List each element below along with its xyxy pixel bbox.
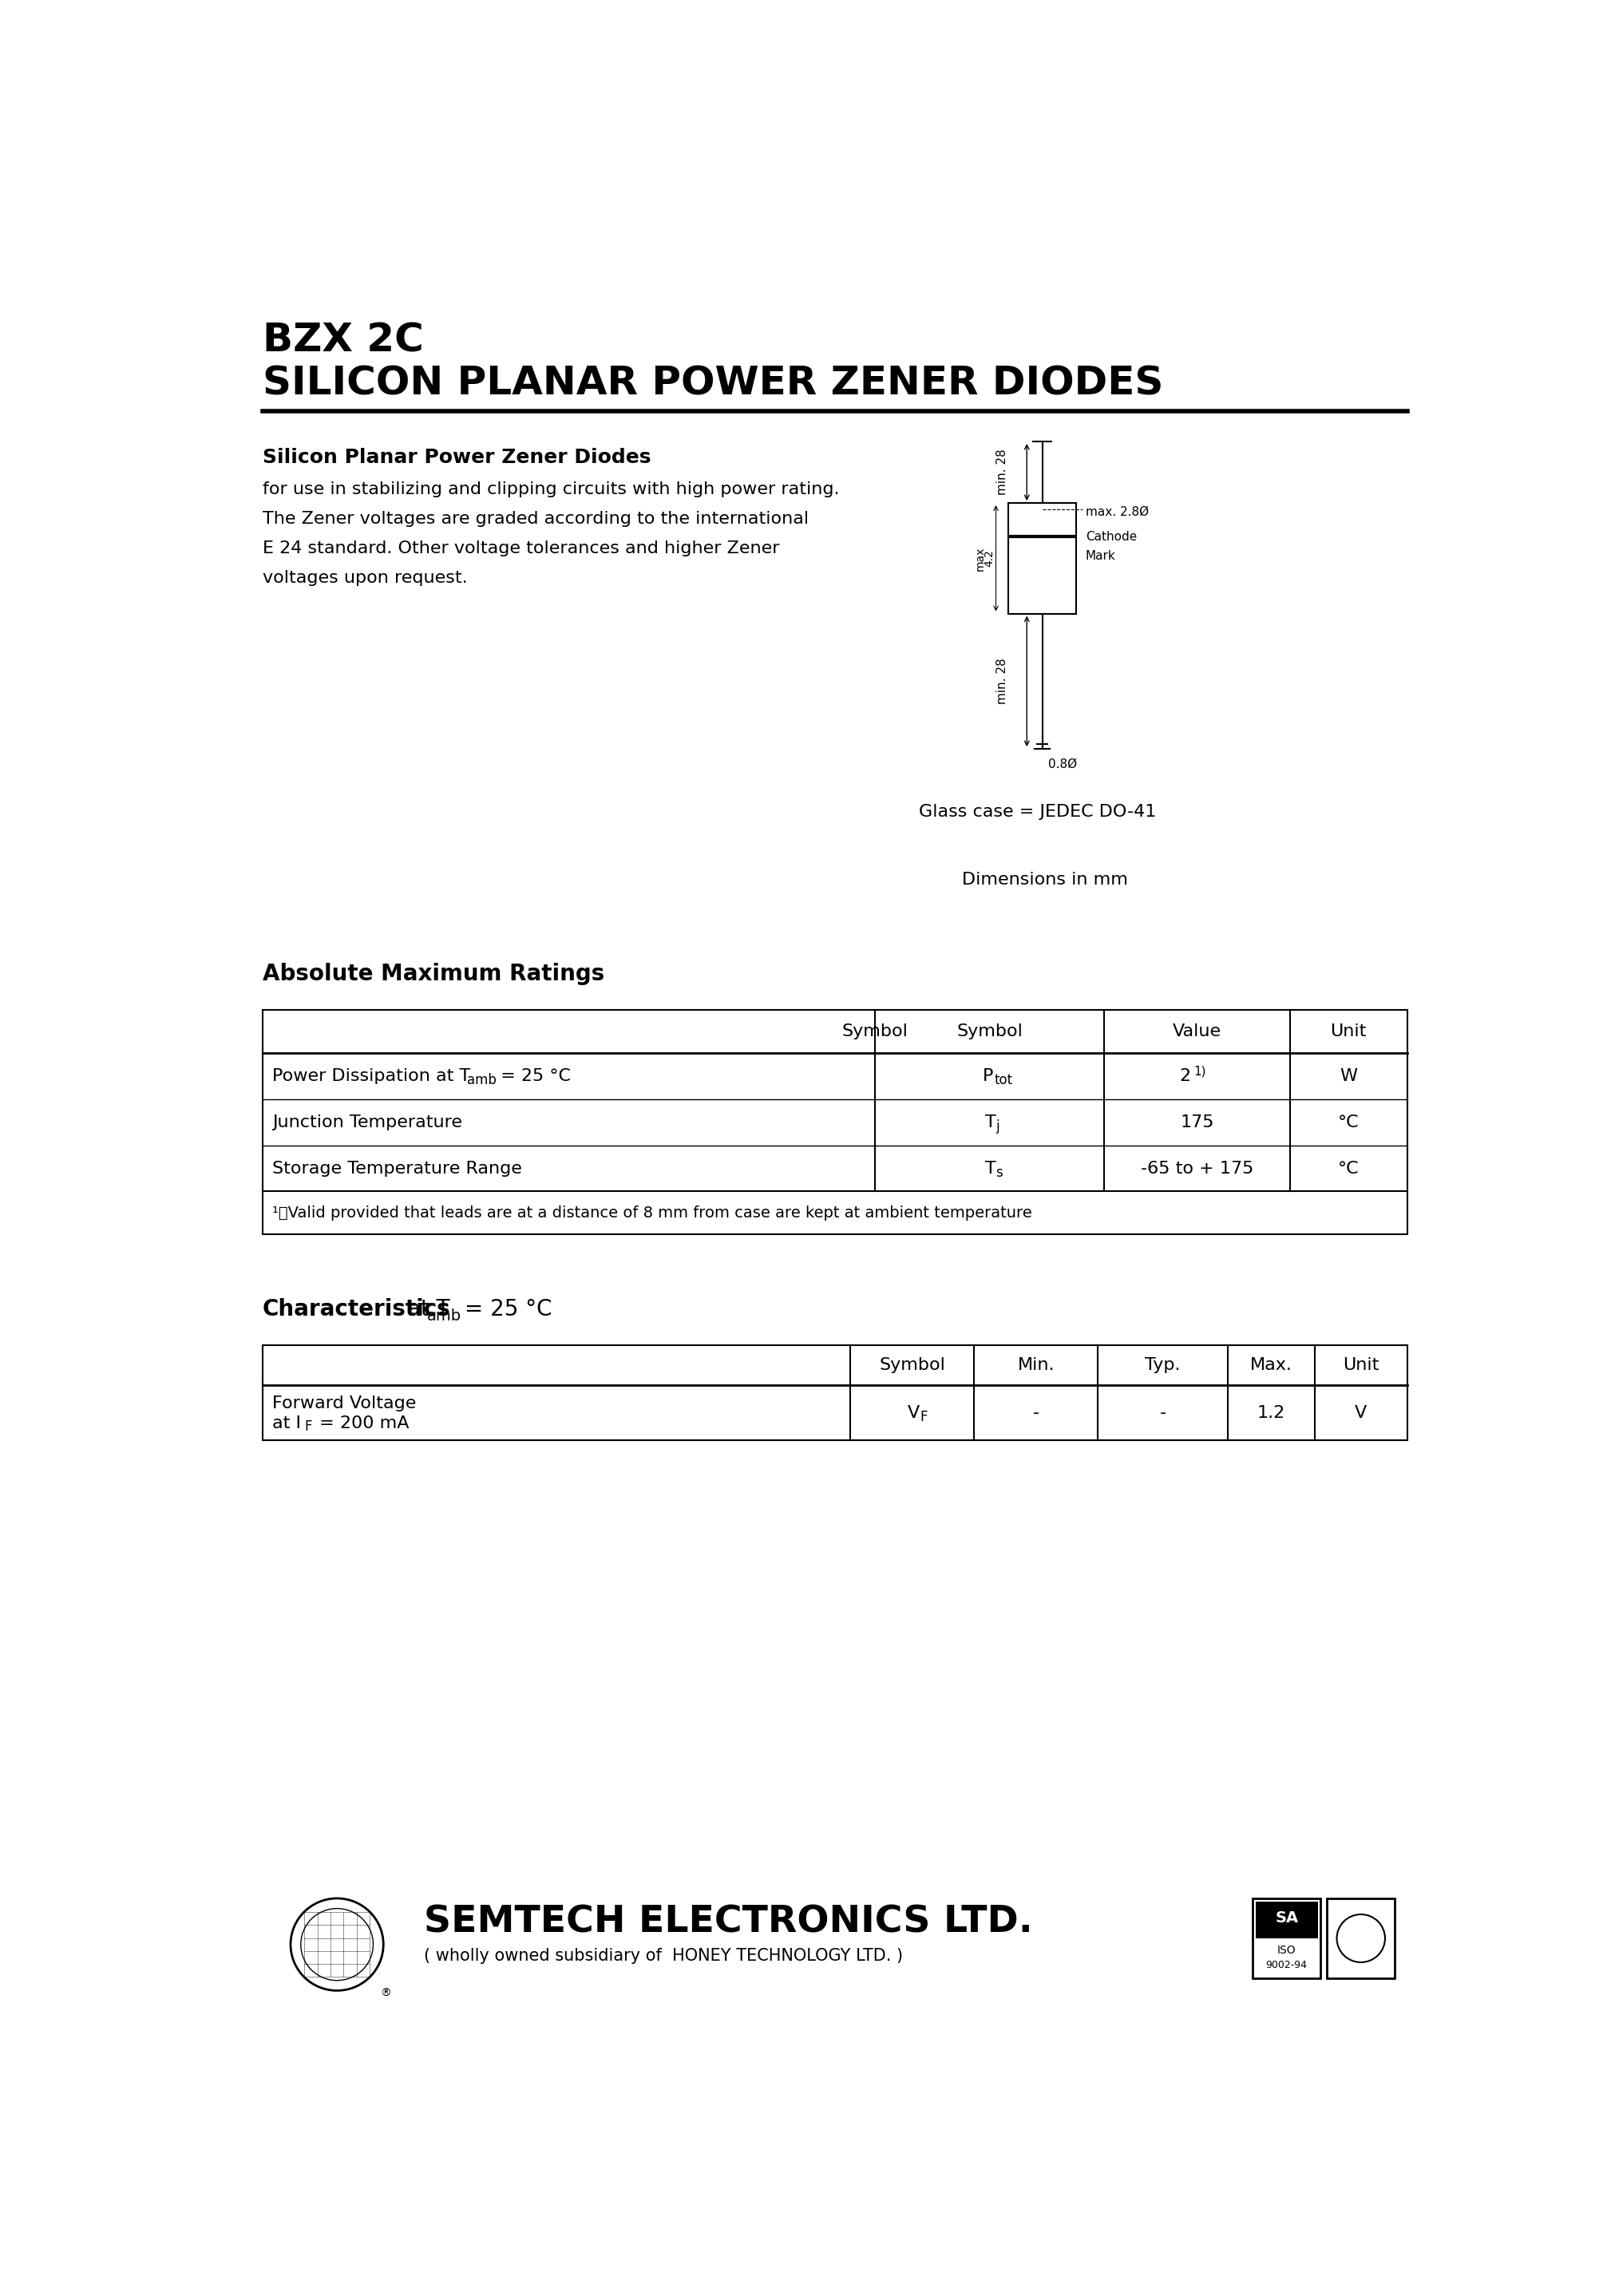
Text: -: - — [1033, 1405, 1040, 1421]
Text: T: T — [985, 1159, 996, 1176]
Text: Unit: Unit — [1343, 1357, 1379, 1373]
Bar — [262, 1010, 1408, 1235]
Text: The Zener voltages are graded according to the international: The Zener voltages are graded according … — [262, 512, 808, 526]
Text: 0.8Ø: 0.8Ø — [1048, 758, 1077, 769]
Text: for use in stabilizing and clipping circuits with high power rating.: for use in stabilizing and clipping circ… — [262, 482, 839, 498]
Text: 1.2: 1.2 — [1257, 1405, 1286, 1421]
Text: Mark: Mark — [1086, 551, 1115, 563]
Text: ( wholly owned subsidiary of  HONEY TECHNOLOGY LTD. ): ( wholly owned subsidiary of HONEY TECHN… — [424, 1947, 903, 1963]
Text: 9002-94: 9002-94 — [1266, 1958, 1308, 1970]
Text: voltages upon request.: voltages upon request. — [262, 569, 468, 585]
Text: = 200 mA: = 200 mA — [313, 1417, 408, 1433]
Text: P: P — [982, 1068, 993, 1084]
Text: tot: tot — [995, 1072, 1012, 1088]
Text: ISO: ISO — [1278, 1945, 1297, 1956]
Text: T: T — [985, 1114, 996, 1130]
Text: W: W — [1340, 1068, 1358, 1084]
Bar — [1255, 1901, 1318, 1938]
Text: Storage Temperature Range: Storage Temperature Range — [272, 1159, 522, 1176]
Text: Forward Voltage: Forward Voltage — [272, 1396, 416, 1412]
Bar — [262, 1345, 1408, 1440]
Text: Dimensions in mm: Dimensions in mm — [963, 872, 1128, 889]
Text: V: V — [908, 1405, 919, 1421]
Text: V: V — [1355, 1405, 1368, 1421]
Text: 1): 1) — [1194, 1065, 1207, 1077]
Text: Min.: Min. — [1017, 1357, 1054, 1373]
Text: Value: Value — [1173, 1024, 1221, 1040]
Text: at T: at T — [400, 1297, 450, 1320]
Text: °C: °C — [1339, 1159, 1360, 1176]
Text: Power Dissipation at T: Power Dissipation at T — [272, 1068, 471, 1084]
Text: min. 28: min. 28 — [996, 659, 1008, 705]
Text: j: j — [996, 1120, 1000, 1134]
Text: °C: °C — [1339, 1114, 1360, 1130]
Text: ®: ® — [381, 1988, 392, 2000]
Text: Symbol: Symbol — [842, 1024, 908, 1040]
Text: amb: amb — [468, 1072, 497, 1088]
Text: Characteristics: Characteristics — [262, 1297, 452, 1320]
Text: Silicon Planar Power Zener Diodes: Silicon Planar Power Zener Diodes — [262, 448, 651, 466]
Text: amb: amb — [427, 1309, 461, 1322]
Text: SA: SA — [1274, 1910, 1298, 1926]
Text: Absolute Maximum Ratings: Absolute Maximum Ratings — [262, 962, 604, 985]
Text: 2: 2 — [1180, 1068, 1191, 1084]
Text: -65 to + 175: -65 to + 175 — [1141, 1159, 1253, 1176]
Text: Max.: Max. — [1250, 1357, 1292, 1373]
Text: E 24 standard. Other voltage tolerances and higher Zener: E 24 standard. Other voltage tolerances … — [262, 540, 779, 556]
Text: SEMTECH ELECTRONICS LTD.: SEMTECH ELECTRONICS LTD. — [424, 1903, 1033, 1940]
Text: max: max — [975, 546, 987, 569]
Text: s: s — [996, 1166, 1003, 1180]
Text: SILICON PLANAR POWER ZENER DIODES: SILICON PLANAR POWER ZENER DIODES — [262, 365, 1163, 404]
Text: Glass case = JEDEC DO-41: Glass case = JEDEC DO-41 — [919, 804, 1155, 820]
Text: F: F — [919, 1410, 927, 1424]
Text: F: F — [304, 1419, 312, 1433]
Bar — [1252, 1899, 1321, 1979]
Text: Symbol: Symbol — [879, 1357, 945, 1373]
Text: Symbol: Symbol — [956, 1024, 1022, 1040]
Text: 175: 175 — [1180, 1114, 1213, 1130]
Text: Cathode: Cathode — [1086, 530, 1136, 542]
Text: min. 28: min. 28 — [996, 450, 1008, 496]
Text: ¹⧠Valid provided that leads are at a distance of 8 mm from case are kept at ambi: ¹⧠Valid provided that leads are at a dis… — [272, 1205, 1032, 1221]
Text: 4.2: 4.2 — [983, 549, 995, 567]
Bar — [1008, 503, 1077, 613]
Text: = 25 °C: = 25 °C — [458, 1297, 553, 1320]
Text: BZX 2C: BZX 2C — [262, 321, 424, 360]
Text: Unit: Unit — [1331, 1024, 1366, 1040]
Text: Junction Temperature: Junction Temperature — [272, 1114, 463, 1130]
Text: at I: at I — [272, 1417, 301, 1433]
Text: = 25 °C: = 25 °C — [495, 1068, 570, 1084]
Text: Typ.: Typ. — [1146, 1357, 1181, 1373]
Text: -: - — [1160, 1405, 1167, 1421]
Bar — [1327, 1899, 1395, 1979]
Text: max. 2.8Ø: max. 2.8Ø — [1086, 505, 1149, 519]
